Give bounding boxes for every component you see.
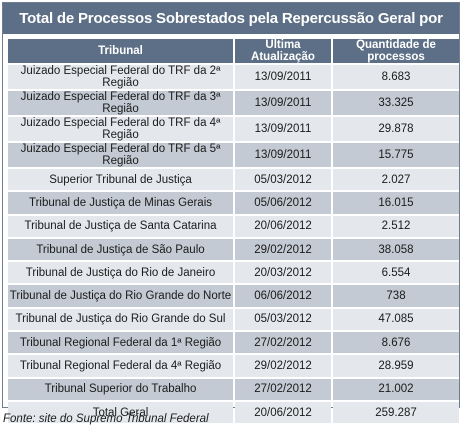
cell-quantity: 2.027 (333, 169, 459, 191)
table-row: Juizado Especial Federal do TRF da 4ª Re… (8, 117, 459, 141)
cell-tribunal: Juizado Especial Federal do TRF da 4ª Re… (8, 117, 233, 141)
cell-last-update: 05/03/2012 (235, 169, 331, 191)
cell-last-update: 29/02/2012 (235, 238, 331, 261)
cell-quantity: 21.002 (333, 378, 459, 400)
cell-tribunal: Tribunal Superior do Trabalho (8, 378, 233, 400)
table-row: Tribunal de Justiça do Rio de Janeiro 20/… (8, 262, 459, 284)
table-row: Tribunal Superior do Trabalho 27/02/2012 2… (8, 378, 459, 400)
cell-last-update: 13/09/2011 (235, 143, 331, 167)
cell-quantity: 2.512 (333, 215, 459, 237)
cell-tribunal: Total Geral (8, 401, 233, 424)
cell-last-update: 29/02/2012 (235, 355, 331, 377)
table-row: Tribunal Regional Federal da 4ª Região 29… (8, 355, 459, 377)
cell-quantity: 738 (333, 285, 459, 307)
cell-tribunal: Tribunal de Justiça de Minas Gerais (8, 192, 233, 214)
cell-tribunal: Tribunal de Justiça de São Paulo (8, 238, 233, 261)
column-header-last-update: Última Atualização (235, 39, 331, 63)
table-row: Tribunal de Justiça do Rio Grande do Nor… (8, 285, 459, 307)
cell-last-update: 27/02/2012 (235, 378, 331, 400)
table-title: Total de Processos Sobrestados pela Repe… (3, 3, 459, 58)
cell-tribunal: Tribunal Regional Federal da 1ª Região (8, 332, 233, 354)
cell-tribunal: Juizado Especial Federal do TRF da 2ª Re… (8, 65, 233, 89)
cell-tribunal: Tribunal de Justiça de Santa Catarina (8, 215, 233, 237)
cell-quantity: 33.325 (333, 91, 459, 115)
cell-tribunal: Superior Tribunal de Justiça (8, 169, 233, 191)
cell-tribunal: Tribunal de Justiça do Rio de Janeiro (8, 262, 233, 284)
table-row: Tribunal de Justiça de Minas Gerais 05/06… (8, 192, 459, 214)
cell-tribunal: Tribunal Regional Federal da 4ª Região (8, 355, 233, 377)
cell-last-update: 13/09/2011 (235, 91, 331, 115)
cell-last-update: 20/06/2012 (235, 215, 331, 237)
table-row: Tribunal de Justiça do Rio Grande do Sul… (8, 308, 459, 331)
processes-table: Tribunal Última Atualização Quantidade d… (6, 37, 461, 425)
table-row: Tribunal Regional Federal da 1ª Região 27… (8, 332, 459, 354)
cell-quantity: 28.959 (333, 355, 459, 377)
cell-last-update: 27/02/2012 (235, 332, 331, 354)
cell-quantity: 16.015 (333, 192, 459, 214)
cell-quantity: 38.058 (333, 238, 459, 261)
cell-quantity: 6.554 (333, 262, 459, 284)
column-header-tribunal: Tribunal (8, 39, 233, 63)
table-body: Juizado Especial Federal do TRF da 2ª Re… (8, 65, 459, 424)
table-row: Juizado Especial Federal do TRF da 2ª Re… (8, 65, 459, 89)
cell-quantity: 15.775 (333, 143, 459, 167)
cell-tribunal: Juizado Especial Federal do TRF da 5ª Re… (8, 143, 233, 167)
cell-quantity: 259.287 (333, 401, 459, 424)
table-row: Tribunal de Justiça de São Paulo 29/02/20… (8, 238, 459, 261)
cell-last-update: 20/03/2012 (235, 262, 331, 284)
cell-quantity: 8.676 (333, 332, 459, 354)
cell-last-update: 06/06/2012 (235, 285, 331, 307)
table-row: Tribunal de Justiça de Santa Catarina 20/… (8, 215, 459, 237)
cell-quantity: 8.683 (333, 65, 459, 89)
cell-last-update: 13/09/2011 (235, 65, 331, 89)
cell-last-update: 05/06/2012 (235, 192, 331, 214)
table-row: Superior Tribunal de Justiça 05/03/2012 2.… (8, 169, 459, 191)
cell-tribunal: Tribunal de Justiça do Rio Grande do Nor… (8, 285, 233, 307)
source-note: Fonte: site do Supremo Tribunal Federal (3, 413, 209, 425)
cell-last-update: 13/09/2011 (235, 117, 331, 141)
table-row: Juizado Especial Federal do TRF da 5ª Re… (8, 143, 459, 167)
cell-quantity: 29.878 (333, 117, 459, 141)
column-header-quantity: Quantidade de processos (333, 39, 459, 63)
table-row: Total Geral 20/06/2012 259.287 (8, 401, 459, 424)
table-frame: Total de Processos Sobrestados pela Repe… (2, 2, 460, 424)
cell-last-update: 20/06/2012 (235, 401, 331, 424)
table-row: Juizado Especial Federal do TRF da 3ª Re… (8, 91, 459, 115)
cell-tribunal: Tribunal de Justiça do Rio Grande do Sul (8, 308, 233, 331)
cell-last-update: 05/03/2012 (235, 308, 331, 331)
cell-quantity: 47.085 (333, 308, 459, 331)
cell-tribunal: Juizado Especial Federal do TRF da 3ª Re… (8, 91, 233, 115)
header-row: Tribunal Última Atualização Quantidade d… (8, 39, 459, 63)
